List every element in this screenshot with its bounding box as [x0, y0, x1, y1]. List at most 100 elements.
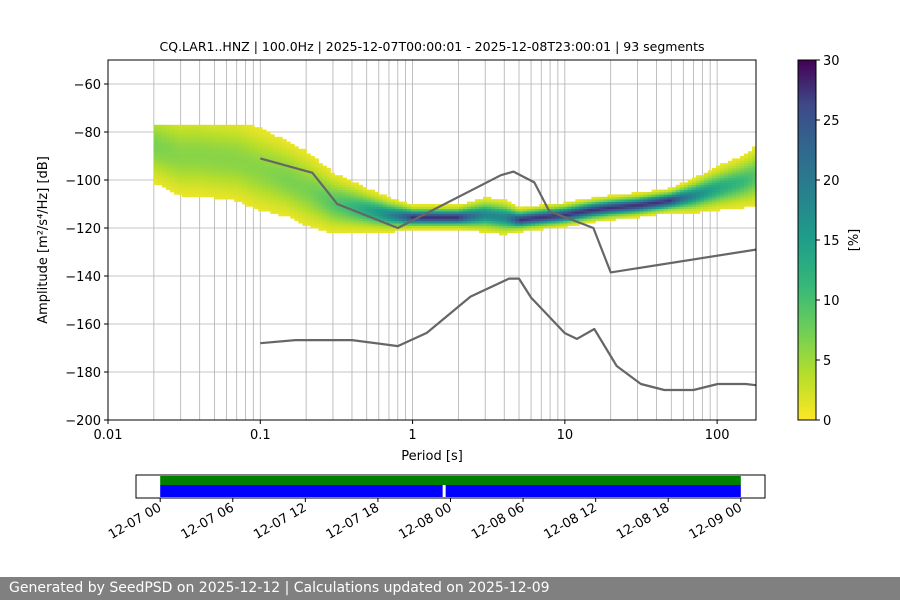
heatmap-cell [282, 211, 287, 214]
heatmap-cell [282, 184, 287, 188]
heatmap-cell [507, 201, 512, 205]
heatmap-cell [547, 213, 552, 217]
heatmap-cell [346, 220, 351, 224]
heatmap-cell [643, 199, 649, 202]
heatmap-cell [274, 180, 279, 183]
colorbar-label: [%] [847, 229, 862, 252]
heatmap-cell [250, 151, 255, 154]
heatmap-cell [286, 204, 291, 207]
heatmap-cell [274, 201, 279, 205]
heatmap-cell [719, 184, 725, 188]
heatmap-cell [647, 194, 653, 198]
heatmap-cell [350, 199, 355, 202]
heatmap-cell [294, 194, 299, 198]
heatmap-cell [611, 201, 616, 205]
heatmap-cell [398, 211, 404, 214]
heatmap-cell [623, 201, 628, 205]
heatmap-cell [414, 223, 420, 226]
heatmap-cell [254, 187, 259, 190]
availability-tick-label: 12-07 06 [179, 500, 237, 542]
heatmap-cell [262, 172, 267, 176]
heatmap-cell [294, 204, 299, 207]
heatmap-cell [595, 213, 600, 217]
heatmap-cell [615, 213, 620, 217]
heatmap-cell [711, 204, 717, 207]
heatmap-cell [270, 141, 275, 145]
heatmap-cell [294, 172, 299, 176]
heatmap-cell [206, 124, 211, 128]
heatmap-cell [727, 170, 733, 174]
heatmap-cell [651, 213, 657, 217]
heatmap-cell [631, 196, 636, 200]
heatmap-cell [226, 141, 231, 145]
heatmap-cell [667, 201, 673, 205]
heatmap-cell [394, 220, 400, 224]
heatmap-cell [386, 196, 392, 200]
heatmap-cell [575, 204, 580, 207]
heatmap-cell [282, 158, 287, 162]
heatmap-cell [258, 204, 263, 207]
heatmap-cell [290, 201, 295, 205]
heatmap-cell [342, 187, 347, 190]
heatmap-cell [157, 134, 163, 138]
heatmap-cell [587, 206, 592, 210]
heatmap-cell [330, 230, 335, 234]
heatmap-cell [294, 163, 299, 166]
heatmap-cell [258, 127, 263, 130]
heatmap-cell [322, 172, 327, 176]
heatmap-cell [362, 216, 368, 219]
heatmap-cell [286, 168, 291, 171]
heatmap-cell [173, 127, 179, 130]
heatmap-cell [318, 228, 323, 231]
heatmap-cell [406, 206, 412, 210]
heatmap-cell [495, 206, 500, 210]
heatmap-cell [218, 151, 223, 154]
heatmap-cell [699, 182, 705, 186]
heatmap-cell [302, 218, 307, 222]
heatmap-cell [326, 213, 331, 217]
heatmap-cell [655, 206, 661, 210]
heatmap-cell [719, 192, 725, 195]
heatmap-cell [523, 228, 528, 231]
heatmap-cell [310, 211, 315, 214]
heatmap-cell [173, 165, 179, 169]
heatmap-cell [278, 184, 283, 188]
heatmap-cell [210, 153, 215, 157]
heatmap-cell [278, 213, 283, 217]
heatmap-cell [258, 184, 263, 188]
heatmap-cell [442, 206, 448, 210]
heatmap-cell [350, 223, 355, 226]
heatmap-cell [470, 216, 476, 219]
heatmap-cell [173, 184, 179, 188]
heatmap-cell [747, 189, 753, 193]
heatmap-cell [298, 184, 303, 188]
heatmap-cell [527, 218, 532, 222]
heatmap-cell [165, 165, 171, 169]
heatmap-cell [161, 170, 167, 174]
heatmap-cell [282, 139, 287, 142]
heatmap-cell [523, 206, 528, 210]
heatmap-cell [683, 208, 689, 212]
heatmap-cell [523, 223, 528, 226]
heatmap-cell [306, 206, 311, 210]
heatmap-cell [193, 180, 199, 183]
heatmap-cell [503, 199, 508, 202]
heatmap-cell [711, 175, 717, 178]
heatmap-cell [611, 208, 616, 212]
heatmap-cell [663, 201, 669, 205]
heatmap-cell [474, 204, 480, 207]
heatmap-cell [751, 168, 756, 171]
heatmap-cell [487, 201, 492, 205]
heatmap-cell [679, 196, 685, 200]
heatmap-cell [731, 189, 737, 193]
heatmap-cell [607, 196, 612, 200]
heatmap-cell [575, 206, 580, 210]
heatmap-cell [687, 184, 693, 188]
heatmap-cell [234, 168, 239, 171]
heatmap-cell [206, 184, 211, 188]
heatmap-cell [627, 213, 632, 217]
heatmap-cell [751, 165, 756, 169]
heatmap-cell [238, 134, 243, 138]
heatmap-cell [483, 208, 488, 212]
heatmap-cell [691, 189, 697, 193]
